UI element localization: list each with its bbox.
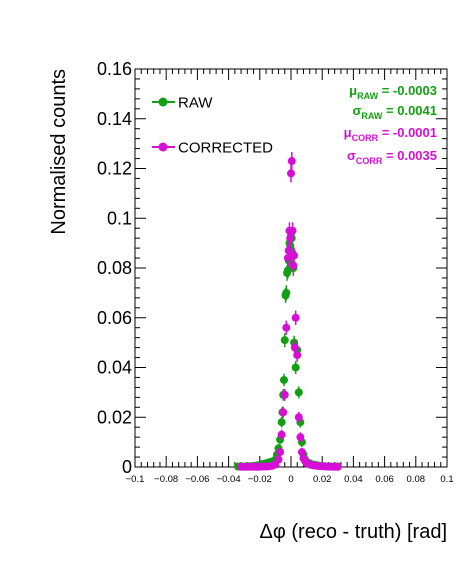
legend-marker xyxy=(158,97,168,107)
data-series xyxy=(233,151,342,471)
data-point xyxy=(294,413,303,422)
y-tick-label: 0.1 xyxy=(107,208,132,228)
data-point xyxy=(274,455,283,464)
data-point xyxy=(296,433,305,442)
y-tick-label: 0.12 xyxy=(97,159,132,179)
data-point xyxy=(279,375,288,384)
stat-sigma_corr: σCORR = 0.0035 xyxy=(347,148,437,166)
data-point xyxy=(294,388,303,397)
legend-label: CORRECTED xyxy=(178,140,273,157)
x-tick-label: −0.04 xyxy=(217,474,241,485)
legend: RAW CORRECTED xyxy=(152,95,273,157)
y-tick-label: 0.16 xyxy=(97,59,132,79)
data-point xyxy=(276,448,285,457)
data-point xyxy=(287,157,296,166)
stat-sigma_raw: σRAW = 0.0041 xyxy=(353,103,437,121)
data-point xyxy=(280,336,289,345)
x-tick-label: −0.06 xyxy=(185,474,209,485)
data-point xyxy=(333,462,342,471)
data-point xyxy=(282,288,291,297)
data-point xyxy=(290,251,299,260)
data-point xyxy=(288,226,297,235)
x-tick-label: 0 xyxy=(288,474,293,485)
series-corrected xyxy=(237,151,342,471)
data-point xyxy=(284,246,293,255)
data-point xyxy=(280,390,289,399)
x-tick-label: −0.02 xyxy=(248,474,272,485)
x-tick-label: −0.1 xyxy=(126,474,145,485)
x-tick-label: −0.08 xyxy=(154,474,178,485)
y-tick-label: 0.08 xyxy=(97,258,132,278)
data-point xyxy=(297,448,306,457)
y-axis-title: Normalised counts xyxy=(48,69,70,235)
data-point xyxy=(291,363,300,372)
data-point xyxy=(282,323,291,332)
legend-label: RAW xyxy=(178,95,213,112)
x-axis-title: Δφ (reco - truth) [rad] xyxy=(260,521,447,543)
y-tick-label: 0 xyxy=(122,457,132,477)
data-point xyxy=(277,418,286,427)
y-tick-label: 0.06 xyxy=(97,308,132,328)
y-tick-label: 0.14 xyxy=(97,109,132,129)
data-point xyxy=(289,261,298,270)
x-tick-label: 0.04 xyxy=(344,474,363,485)
data-point xyxy=(293,351,302,360)
legend-marker xyxy=(158,142,168,152)
data-point xyxy=(291,313,300,322)
x-tick-label: 0.06 xyxy=(375,474,394,485)
legend-item-raw: RAW xyxy=(152,95,213,112)
data-point xyxy=(287,169,295,178)
stats-box: μRAW = -0.0003 σRAW = 0.0041 μCORR = -0.00… xyxy=(344,83,437,166)
data-point xyxy=(279,408,288,417)
data-point xyxy=(283,254,292,263)
ticks: 0 0.02 0.04 0.06 0.08 0.1 0.12 0.14 0.16 −0.1 −0.0… xyxy=(97,59,454,485)
stat-mu_corr: μCORR = -0.0001 xyxy=(344,125,437,143)
x-tick-label: 0.08 xyxy=(407,474,426,485)
y-tick-label: 0.02 xyxy=(97,407,132,427)
x-tick-label: 0.1 xyxy=(440,474,453,485)
data-point xyxy=(277,430,286,439)
stat-mu_raw: μRAW = -0.0003 xyxy=(349,83,437,101)
y-tick-label: 0.04 xyxy=(97,358,132,378)
legend-item-corrected: CORRECTED xyxy=(152,140,273,157)
x-tick-label: 0.02 xyxy=(313,474,332,485)
